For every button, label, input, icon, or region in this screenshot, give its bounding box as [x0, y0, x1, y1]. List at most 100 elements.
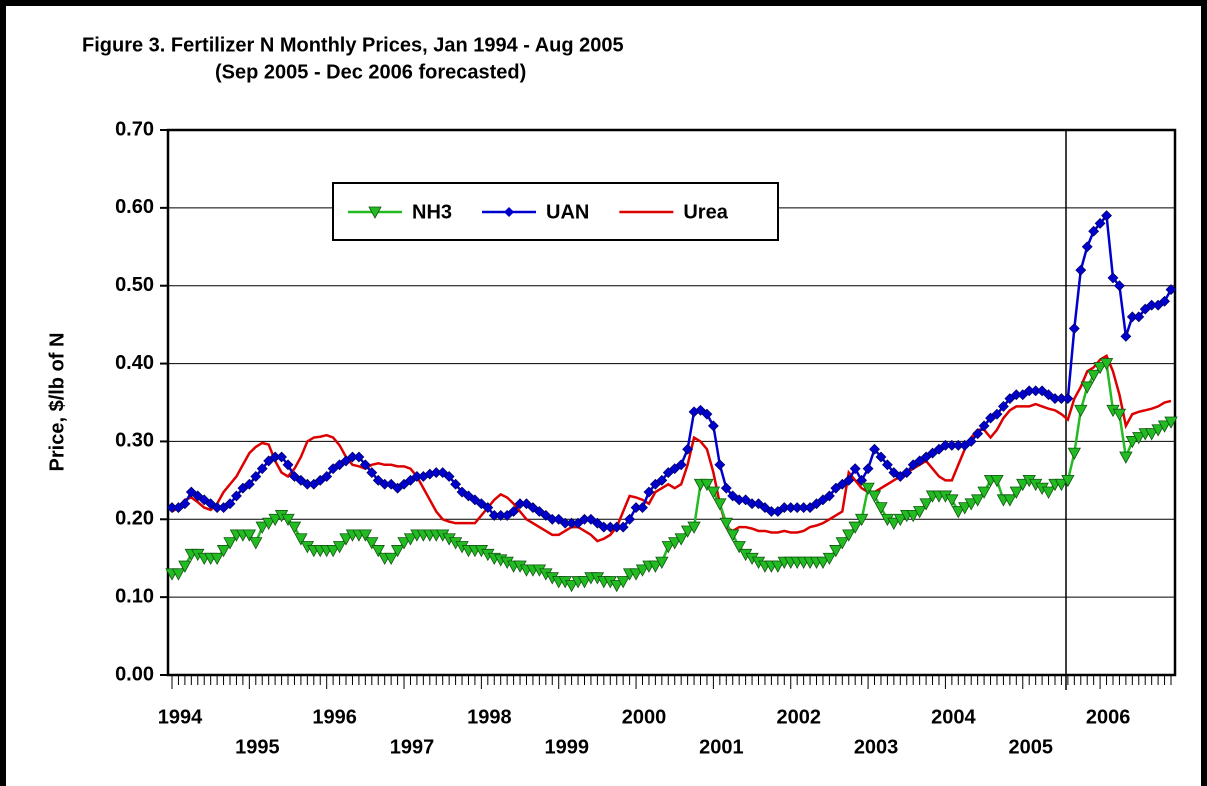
marker: [887, 517, 901, 531]
marker: [1120, 330, 1132, 342]
marker: [675, 459, 687, 471]
legend: NH3 UAN Urea: [332, 182, 779, 241]
marker: [945, 494, 959, 507]
x-tick-label: 2000: [622, 706, 667, 728]
legend-marker: [504, 207, 515, 217]
marker: [701, 408, 713, 420]
marker: [1094, 218, 1106, 229]
marker: [1062, 393, 1074, 405]
marker: [353, 451, 365, 463]
marker: [577, 576, 592, 589]
marker: [403, 533, 418, 546]
marker: [1061, 474, 1075, 488]
marker: [1080, 381, 1094, 394]
marker: [713, 498, 727, 511]
marker: [835, 537, 849, 550]
marker: [282, 459, 294, 471]
marker: [990, 474, 1004, 488]
marker: [874, 502, 888, 515]
marker: [1144, 428, 1159, 441]
marker: [216, 545, 231, 558]
y-tick-label: 0.00: [115, 663, 154, 685]
marker: [397, 537, 411, 550]
marker: [1009, 486, 1023, 499]
marker: [1133, 311, 1145, 323]
chart-subtitle: (Sep 2005 - Dec 2006 forecasted): [215, 61, 526, 83]
marker: [978, 420, 990, 432]
marker: [1003, 494, 1017, 507]
y-tick-label: 0.30: [115, 430, 154, 452]
x-tick-label: 1997: [390, 736, 435, 758]
marker: [224, 498, 236, 510]
marker: [869, 443, 880, 455]
marker: [687, 521, 701, 534]
marker: [635, 564, 650, 577]
marker: [655, 556, 669, 569]
marker: [862, 463, 874, 475]
x-tick-label: 2005: [1009, 736, 1054, 758]
marker: [1125, 436, 1140, 449]
marker: [970, 494, 985, 507]
marker: [1088, 225, 1100, 237]
y-tick-label: 0.10: [115, 585, 154, 607]
marker: [564, 580, 579, 593]
x-tick-label: 1995: [235, 736, 280, 758]
marker: [1086, 369, 1101, 383]
x-tick-label: 1996: [312, 706, 357, 728]
marker: [1112, 408, 1127, 422]
marker: [964, 498, 978, 511]
marker: [339, 533, 353, 546]
marker: [991, 408, 1003, 420]
marker: [443, 471, 455, 482]
marker: [242, 529, 257, 542]
marker: [849, 463, 861, 475]
x-tick-label: 2003: [854, 736, 899, 758]
marker: [223, 537, 237, 550]
x-tick-label: 1994: [158, 706, 203, 728]
marker: [759, 502, 771, 514]
marker: [359, 459, 371, 471]
chart-title: Figure 3. Fertilizer N Monthly Prices, J…: [82, 34, 624, 56]
marker: [1159, 295, 1170, 307]
marker: [1068, 323, 1080, 334]
marker: [1099, 358, 1114, 371]
marker: [1075, 264, 1087, 276]
marker: [250, 471, 262, 482]
marker: [508, 506, 520, 517]
marker: [610, 580, 624, 593]
marker: [390, 545, 405, 558]
marker: [656, 474, 668, 486]
legend-label: Urea: [683, 201, 728, 223]
marker: [848, 521, 862, 534]
marker: [732, 541, 746, 554]
marker: [1165, 284, 1177, 296]
marker: [371, 545, 385, 558]
y-axis-label: Price, $/lb of N: [46, 333, 68, 472]
marker: [384, 552, 398, 566]
marker: [816, 556, 830, 569]
marker: [674, 533, 688, 546]
y-tick-label: 0.20: [115, 508, 154, 530]
marker: [854, 513, 869, 527]
marker: [843, 474, 855, 486]
marker: [1132, 432, 1146, 445]
x-tick-label: 2002: [776, 706, 821, 728]
marker: [1074, 404, 1088, 418]
marker: [1054, 478, 1069, 492]
marker: [1119, 451, 1133, 464]
marker: [1114, 280, 1125, 292]
marker: [912, 506, 927, 519]
marker: [706, 486, 721, 499]
x-tick-label: 1999: [544, 736, 589, 758]
marker: [192, 490, 204, 502]
y-tick-label: 0.40: [115, 352, 154, 374]
marker: [977, 486, 991, 499]
marker: [321, 471, 333, 482]
marker: [210, 552, 224, 566]
marker: [178, 560, 192, 573]
marker: [861, 482, 875, 495]
marker: [714, 459, 726, 471]
marker: [249, 537, 263, 550]
